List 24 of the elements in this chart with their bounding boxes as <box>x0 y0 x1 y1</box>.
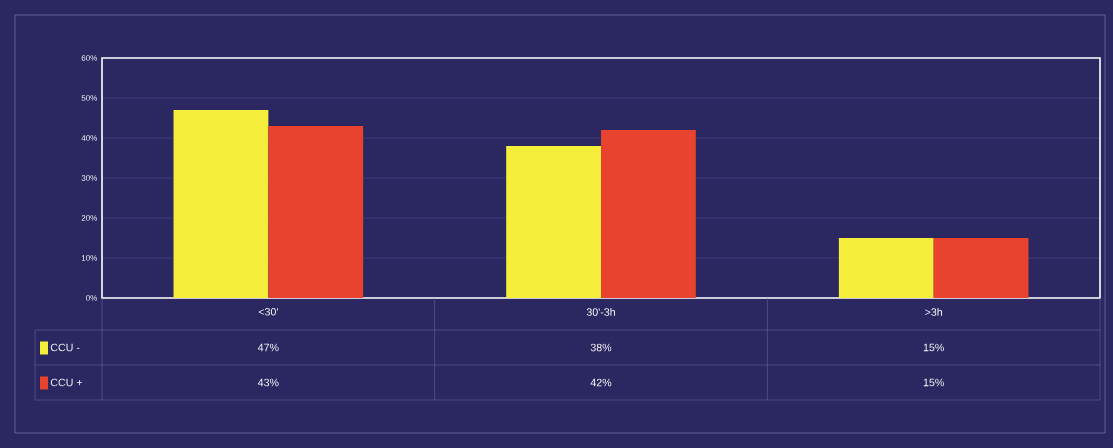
data-label: 15% <box>923 378 944 387</box>
y-tick-label: 60% <box>81 55 98 61</box>
x-tick-label: 30'-3h <box>586 308 615 316</box>
x-tick-label: <30' <box>258 308 278 316</box>
data-label: 47% <box>257 343 279 352</box>
y-tick-label: 50% <box>81 95 98 101</box>
y-tick-label: 10% <box>81 255 98 261</box>
y-tick-label: 20% <box>81 215 98 221</box>
bar <box>173 109 269 298</box>
x-tick-label: >3h <box>925 308 943 316</box>
legend-label: CCU + <box>50 378 83 387</box>
legend-label: CCU - <box>50 343 80 352</box>
data-label: 42% <box>590 378 612 387</box>
bar <box>506 145 602 298</box>
bar <box>268 125 364 298</box>
data-label: 38% <box>590 343 612 352</box>
y-tick-label: 0% <box>86 295 98 301</box>
data-label: 43% <box>257 378 279 387</box>
data-label: 15% <box>923 343 944 352</box>
bar <box>838 237 934 298</box>
y-tick-label: 30% <box>81 175 98 181</box>
y-tick-label: 40% <box>81 135 98 141</box>
bar <box>933 237 1029 298</box>
bar <box>601 129 696 298</box>
